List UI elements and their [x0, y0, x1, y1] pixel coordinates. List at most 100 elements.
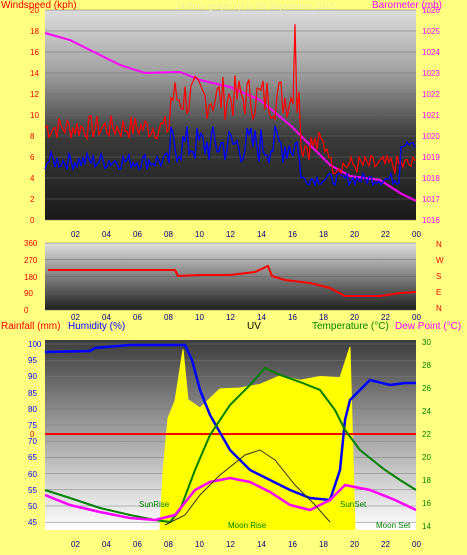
direction-x-tick: 18: [319, 313, 328, 322]
humidity-tick: 50: [28, 502, 37, 511]
barometer-tick: 1018: [422, 174, 440, 183]
windspeed-tick: 10: [30, 111, 39, 120]
windspeed-tick: 16: [30, 48, 39, 57]
temperature-tick: 30: [422, 338, 431, 347]
direction-x-tick: 10: [195, 313, 204, 322]
wind-direction-tick: 360: [24, 239, 38, 248]
windspeed-tick: 20: [30, 6, 39, 15]
humidity-tick: 45: [28, 518, 37, 528]
bottom-x-tick: 22: [381, 540, 390, 549]
temperature-tick: 16: [422, 499, 431, 508]
compass-letter: N: [436, 304, 442, 313]
wind-average-line: [44, 125, 416, 188]
direction-x-tick: 14: [257, 313, 266, 322]
windspeed-axis-title: Windspeed (kph): [1, 0, 77, 11]
graph-date-title: 24 hour graph up to 09 September 2016: [175, 1, 336, 11]
barometer-tick: 1019: [422, 153, 440, 162]
barometer-tick: 1020: [422, 132, 440, 141]
temperature-tick: 24: [422, 407, 431, 416]
bottom-x-tick: 04: [102, 540, 111, 549]
windspeed-tick: 8: [30, 132, 35, 141]
wind-direction-tick: 270: [24, 255, 38, 265]
humidity-tick: 60: [28, 469, 37, 479]
windspeed-tick: 4: [30, 174, 35, 183]
bottom-x-tick: 06: [133, 540, 142, 549]
wind-direction-tick: 0: [24, 306, 29, 315]
humidity-tick: 75: [28, 421, 37, 430]
temperature-axis-title: Temperature (°C): [312, 321, 389, 332]
top-x-tick: 00: [412, 230, 421, 239]
direction-x-tick: 12: [226, 313, 235, 322]
temperature-tick: 20: [422, 453, 431, 462]
bottom-x-tick: 08: [164, 540, 173, 549]
windspeed-tick: 18: [30, 27, 39, 36]
bottom-x-tick: 12: [226, 540, 235, 549]
humidity-tick: 70: [28, 437, 37, 447]
barometer-tick: 1024: [422, 48, 440, 57]
humidity-tick: 95: [28, 356, 37, 366]
barometer-tick: 1016: [422, 216, 440, 225]
humidity-tick: 85: [28, 388, 37, 398]
humidity-tick: 55: [28, 485, 37, 495]
windspeed-tick: 14: [30, 69, 39, 78]
compass-letter: E: [436, 288, 442, 297]
bottom-x-tick: 20: [350, 540, 359, 549]
rainfall-zero-tick: 0: [30, 430, 35, 439]
direction-x-tick: 08: [164, 313, 173, 322]
top-x-tick: 22: [381, 230, 390, 239]
top-x-tick: 02: [71, 230, 80, 239]
bottom-x-tick: 10: [195, 540, 204, 549]
bottom-x-tick: 18: [319, 540, 328, 549]
temperature-tick: 18: [422, 476, 431, 485]
direction-x-tick: 00: [412, 313, 421, 322]
moonrise-annotation: Moon Rise: [228, 521, 267, 530]
humidity-tick: 100: [28, 340, 42, 349]
wind-direction-line: [48, 264, 417, 297]
top-x-tick: 04: [102, 230, 111, 239]
top-x-tick: 20: [350, 230, 359, 239]
top-x-tick: 06: [133, 230, 142, 239]
windspeed-tick: 0: [30, 216, 35, 225]
humidity-axis-title: Humidity (%): [68, 321, 126, 332]
temperature-line: [44, 366, 417, 524]
barometer-tick: 1021: [422, 111, 440, 120]
humidity-tick: 65: [28, 453, 37, 463]
direction-x-tick: 02: [71, 313, 80, 322]
bottom-x-tick: 00: [412, 540, 421, 549]
humidity-tick: 90: [28, 372, 37, 382]
direction-x-tick: 06: [133, 313, 142, 322]
barometer-axis-title: Barometer (mb): [372, 0, 443, 11]
uv-axis-title: UV: [247, 321, 261, 332]
humidity-tick: 80: [28, 404, 37, 414]
humidity-line: [44, 343, 416, 502]
temperature-tick: 26: [422, 384, 431, 393]
dewpoint-axis-title: Dew Point (°C): [395, 321, 462, 332]
temperature-tick: 14: [422, 522, 431, 531]
bottom-x-tick: 02: [71, 540, 80, 549]
direction-x-tick: 22: [381, 313, 390, 322]
direction-x-tick: 04: [102, 313, 111, 322]
direction-x-tick: 20: [350, 313, 359, 322]
top-x-tick: 16: [288, 230, 297, 239]
top-x-tick: 12: [226, 230, 235, 239]
temperature-tick: 22: [422, 430, 431, 439]
top-x-tick: 18: [319, 230, 328, 239]
wind-direction-tick: 90: [24, 289, 33, 299]
bottom-x-tick: 16: [288, 540, 297, 549]
windspeed-tick: 12: [30, 90, 39, 99]
rainfall-axis-title: Rainfall (mm): [1, 321, 61, 332]
barometer-tick: 1017: [422, 195, 440, 204]
barometer-tick: 1025: [422, 27, 440, 36]
barometer-tick: 1022: [422, 90, 440, 99]
wind-gust-line: [44, 24, 416, 177]
uv-area: [159, 346, 356, 531]
secondary-line: [164, 449, 331, 526]
windspeed-tick: 6: [30, 153, 35, 162]
sunrise-annotation: SunRise: [139, 500, 170, 509]
temperature-tick: 28: [422, 361, 431, 370]
bottom-x-tick: 14: [257, 540, 266, 549]
top-x-tick: 10: [195, 230, 204, 239]
barometer-tick: 1026: [422, 6, 440, 15]
barometer-tick: 1023: [422, 69, 440, 78]
